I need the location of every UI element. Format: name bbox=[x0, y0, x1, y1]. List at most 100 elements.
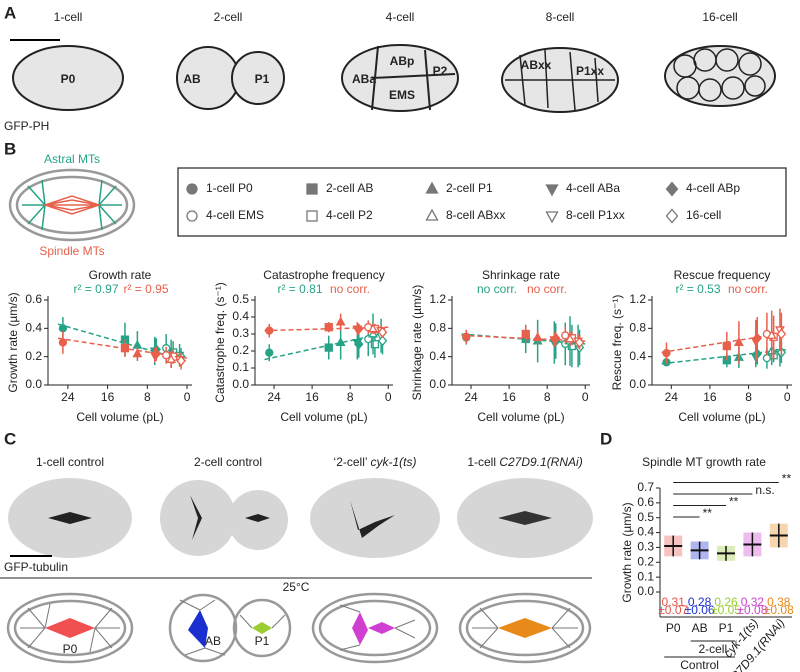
cell-label: P0 bbox=[63, 642, 78, 656]
y-tick-label: 0.4 bbox=[429, 349, 446, 363]
point bbox=[335, 316, 346, 326]
y-tick-label: 0.4 bbox=[629, 349, 646, 363]
stage-label: 2-cell bbox=[214, 10, 243, 24]
spindle-image bbox=[350, 500, 395, 538]
x-tick-label: 8 bbox=[144, 390, 151, 404]
condition-prefix: ‘2-cell’ bbox=[334, 455, 371, 469]
value-label: 0.38 bbox=[767, 595, 791, 609]
astral-lines bbox=[339, 604, 416, 651]
point bbox=[766, 329, 777, 339]
x-axis-label: Cell volume (pL) bbox=[477, 410, 564, 424]
spindle bbox=[352, 612, 395, 645]
category-label: AB bbox=[692, 621, 708, 635]
cell-label: ABxx bbox=[521, 58, 552, 72]
annotation: no corr. bbox=[728, 282, 768, 296]
stage-label: 16-cell bbox=[702, 10, 737, 24]
cell-label: ABp bbox=[390, 54, 415, 68]
x-tick-label: 16 bbox=[101, 390, 115, 404]
value-label: 0.26 bbox=[714, 595, 738, 609]
chart-title: Spindle MT growth rate bbox=[642, 455, 766, 469]
embryo bbox=[12, 45, 124, 111]
legend-marker bbox=[186, 210, 198, 222]
mt-diagram bbox=[8, 167, 787, 242]
astral-lines bbox=[179, 599, 286, 656]
legend-marker bbox=[186, 183, 198, 195]
x-tick-label: 8 bbox=[544, 390, 551, 404]
point bbox=[752, 332, 762, 344]
legend-label: 4-cell EMS bbox=[206, 208, 264, 222]
cell-label: AB bbox=[183, 72, 201, 86]
y-tick-label: 0.2 bbox=[232, 343, 249, 357]
point bbox=[162, 351, 171, 360]
chart-title: Rescue frequency bbox=[674, 268, 771, 282]
x-axis-label: Cell volume (pL) bbox=[76, 410, 163, 424]
sd-label: ±0.08 bbox=[764, 603, 794, 617]
chart-title: Shrinkage rate bbox=[482, 268, 560, 282]
point bbox=[532, 331, 543, 341]
embryo bbox=[664, 45, 776, 107]
y-tick-label: 1.2 bbox=[629, 292, 646, 306]
legend-box bbox=[177, 167, 787, 237]
sd-label: ±0.06 bbox=[685, 603, 715, 617]
fit-line bbox=[461, 334, 586, 342]
condition-italic: C27D9.1(RNAi) bbox=[499, 455, 582, 469]
cell bbox=[231, 51, 285, 105]
x-tick-label: 16 bbox=[305, 390, 319, 404]
category-label: P0 bbox=[666, 621, 681, 635]
point bbox=[166, 353, 177, 363]
point bbox=[132, 348, 143, 358]
y-tick-label: 0.5 bbox=[232, 292, 249, 306]
legend-marker bbox=[545, 184, 559, 197]
stain-label: GFP-PH bbox=[4, 119, 49, 133]
point bbox=[762, 353, 772, 363]
annotation: r² = 0.97 bbox=[73, 282, 118, 296]
y-tick-label: 0.0 bbox=[629, 377, 646, 391]
point bbox=[733, 336, 744, 346]
outline bbox=[465, 599, 585, 657]
condition-label: ‘2-cell’ cyk-1(ts) bbox=[334, 455, 417, 469]
cell-label: AB bbox=[205, 634, 221, 648]
y-tick-label: 0.8 bbox=[429, 321, 446, 335]
legend-label: 8-cell ABxx bbox=[446, 208, 505, 222]
sd-label: ±0.05 bbox=[711, 603, 741, 617]
panel-a-images bbox=[10, 39, 776, 113]
outline bbox=[232, 598, 292, 658]
legend-marker bbox=[665, 208, 679, 224]
legend-marker bbox=[545, 211, 559, 224]
legend-marker bbox=[306, 210, 318, 222]
y-tick-label: 0.4 bbox=[25, 321, 42, 335]
legend-marker bbox=[425, 208, 439, 221]
outline bbox=[311, 592, 439, 664]
y-tick-label: 0.4 bbox=[637, 525, 654, 539]
point bbox=[377, 326, 388, 338]
y-tick-label: 0.0 bbox=[232, 377, 249, 391]
astral-label: Astral MTs bbox=[44, 152, 100, 166]
y-tick-label: 0.1 bbox=[232, 360, 249, 374]
spindle-image bbox=[190, 495, 270, 540]
point bbox=[377, 335, 388, 347]
y-tick-label: 0.6 bbox=[25, 292, 42, 306]
outline bbox=[6, 592, 134, 664]
group-label: 2-cell bbox=[698, 642, 727, 656]
y-axis-label: Rescue freq. (s⁻¹) bbox=[610, 295, 624, 391]
point bbox=[58, 324, 68, 333]
y-tick-label: 0.0 bbox=[637, 584, 654, 598]
x-tick-label: 8 bbox=[347, 390, 354, 404]
y-tick-label: 0.5 bbox=[637, 510, 654, 524]
panel-label: D bbox=[600, 429, 612, 448]
y-tick-label: 1.2 bbox=[429, 292, 446, 306]
legend-label: 2-cell P1 bbox=[446, 181, 493, 195]
condition-label: 1-cell control bbox=[36, 455, 104, 469]
point bbox=[354, 338, 364, 350]
condition-italic: cyk-1(ts) bbox=[370, 455, 416, 469]
astral-lines bbox=[20, 603, 120, 653]
spindle bbox=[252, 622, 272, 634]
y-tick-label: 0.6 bbox=[637, 495, 654, 509]
panel-c-images bbox=[0, 478, 593, 579]
value-label: 0.32 bbox=[741, 595, 765, 609]
y-axis-label: Catastrophe freq. (s⁻¹) bbox=[213, 282, 227, 402]
panel-label: B bbox=[4, 139, 16, 158]
point bbox=[565, 333, 575, 343]
condition-prefix: 1-cell bbox=[467, 455, 499, 469]
y-axis-label: Growth rate (µm/s) bbox=[620, 502, 634, 602]
